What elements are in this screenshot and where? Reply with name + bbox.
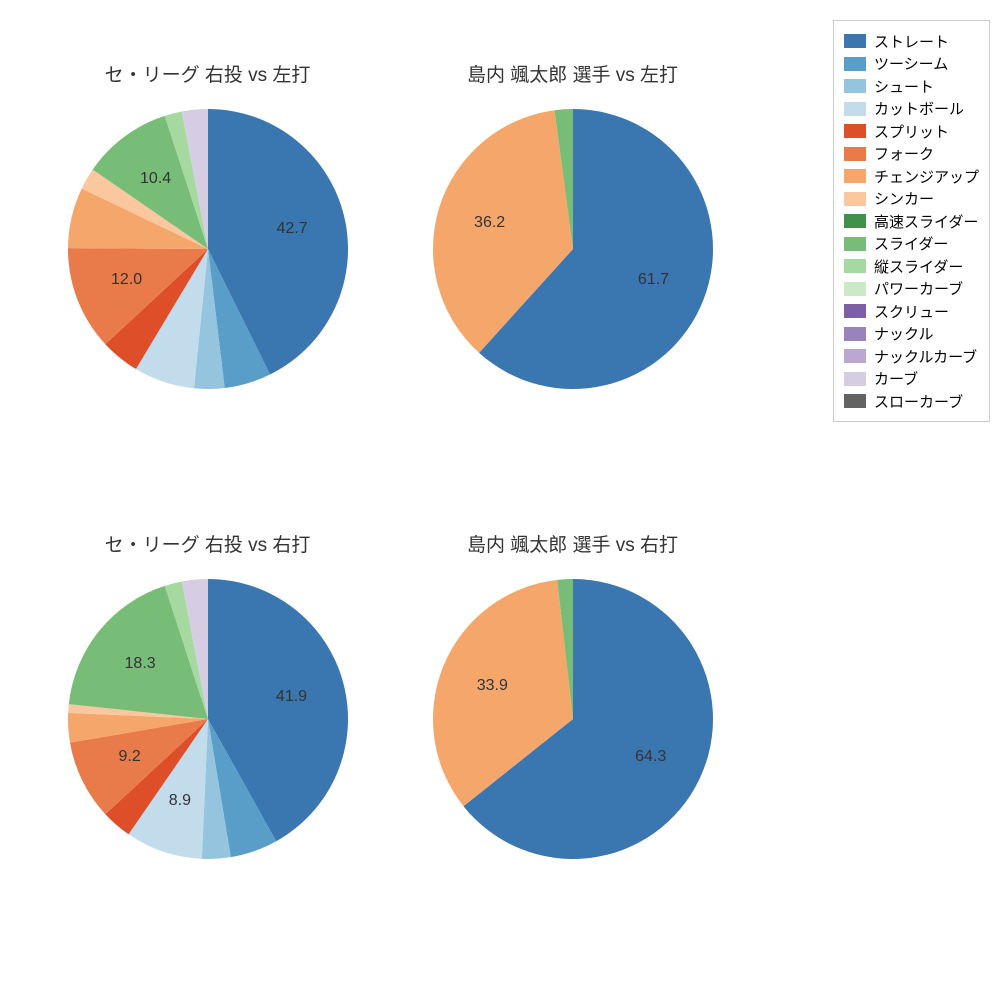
legend-swatch <box>844 214 866 228</box>
pie-chart: 41.9 8.9 9.2 18.3 <box>68 579 348 859</box>
chart-title: 島内 颯太郎 選手 vs 左打 <box>467 60 678 87</box>
legend-swatch <box>844 57 866 71</box>
legend-swatch <box>844 169 866 183</box>
legend-label: ツーシーム <box>874 53 948 74</box>
legend-item: 高速スライダー <box>844 211 979 232</box>
legend-label: シンカー <box>874 188 934 209</box>
slice-label: 36.2 <box>474 214 505 232</box>
slice-label: 12.0 <box>111 271 142 289</box>
pie-chart: 61.7 36.2 <box>433 109 713 389</box>
legend-swatch <box>844 34 866 48</box>
slice-label: 61.7 <box>638 271 669 289</box>
chart-container: セ・リーグ 右投 vs 左打 42.7 12.0 10.4 島内 颯太郎 選手 vs 左… <box>0 0 1000 1000</box>
legend-swatch <box>844 282 866 296</box>
legend-swatch <box>844 394 866 408</box>
legend-item: 縦スライダー <box>844 256 979 277</box>
legend-swatch <box>844 147 866 161</box>
slice-label: 33.9 <box>477 677 508 695</box>
slice-label: 42.7 <box>276 220 307 238</box>
chart-title: 島内 颯太郎 選手 vs 右打 <box>467 530 678 557</box>
legend-item: ナックルカーブ <box>844 346 979 367</box>
legend-item: ナックル <box>844 323 979 344</box>
legend-label: ストレート <box>874 31 949 52</box>
legend-swatch <box>844 304 866 318</box>
pie-chart: 64.3 33.9 <box>433 579 713 859</box>
legend-item: チェンジアップ <box>844 166 979 187</box>
legend-swatch <box>844 124 866 138</box>
legend-label: スクリュー <box>874 301 949 322</box>
legend-item: スクリュー <box>844 301 979 322</box>
legend-label: カーブ <box>874 368 918 389</box>
slice-label: 9.2 <box>119 748 141 766</box>
legend-label: スライダー <box>874 233 948 254</box>
legend-label: スローカーブ <box>874 391 963 412</box>
legend-item: スプリット <box>844 121 979 142</box>
pie-chart: 42.7 12.0 10.4 <box>68 109 348 389</box>
chart-title: セ・リーグ 右投 vs 右打 <box>105 530 311 557</box>
chart-cell: セ・リーグ 右投 vs 右打 41.9 8.9 9.2 18.3 <box>40 530 375 960</box>
legend-swatch <box>844 102 866 116</box>
chart-cell: 島内 颯太郎 選手 vs 右打 64.3 33.9 <box>405 530 740 960</box>
legend-label: スプリット <box>874 121 949 142</box>
legend-item: フォーク <box>844 143 979 164</box>
chart-grid: セ・リーグ 右投 vs 左打 42.7 12.0 10.4 島内 颯太郎 選手 vs 左… <box>40 60 740 960</box>
legend-item: シュート <box>844 76 979 97</box>
legend-label: 縦スライダー <box>874 256 963 277</box>
chart-title: セ・リーグ 右投 vs 左打 <box>105 60 311 87</box>
chart-cell: 島内 颯太郎 選手 vs 左打 61.7 36.2 <box>405 60 740 490</box>
legend: ストレートツーシームシュートカットボールスプリットフォークチェンジアップシンカー… <box>833 20 990 422</box>
legend-item: スライダー <box>844 233 979 254</box>
legend-label: カットボール <box>874 98 964 119</box>
legend-label: ナックルカーブ <box>874 346 977 367</box>
legend-label: フォーク <box>874 143 934 164</box>
legend-item: シンカー <box>844 188 979 209</box>
legend-swatch <box>844 237 866 251</box>
slice-label: 18.3 <box>125 655 156 673</box>
legend-swatch <box>844 327 866 341</box>
legend-swatch <box>844 372 866 386</box>
legend-item: ストレート <box>844 31 979 52</box>
legend-label: 高速スライダー <box>874 211 978 232</box>
legend-swatch <box>844 79 866 93</box>
legend-item: ツーシーム <box>844 53 979 74</box>
slice-label: 8.9 <box>169 792 191 810</box>
legend-label: シュート <box>874 76 934 97</box>
legend-item: スローカーブ <box>844 391 979 412</box>
legend-item: カットボール <box>844 98 979 119</box>
chart-cell: セ・リーグ 右投 vs 左打 42.7 12.0 10.4 <box>40 60 375 490</box>
slice-label: 41.9 <box>276 688 307 706</box>
legend-label: ナックル <box>874 323 934 344</box>
legend-label: チェンジアップ <box>874 166 979 187</box>
legend-item: カーブ <box>844 368 979 389</box>
legend-swatch <box>844 192 866 206</box>
legend-item: パワーカーブ <box>844 278 979 299</box>
legend-label: パワーカーブ <box>874 278 963 299</box>
slice-label: 64.3 <box>635 748 666 766</box>
legend-swatch <box>844 259 866 273</box>
legend-swatch <box>844 349 866 363</box>
slice-label: 10.4 <box>140 170 171 188</box>
